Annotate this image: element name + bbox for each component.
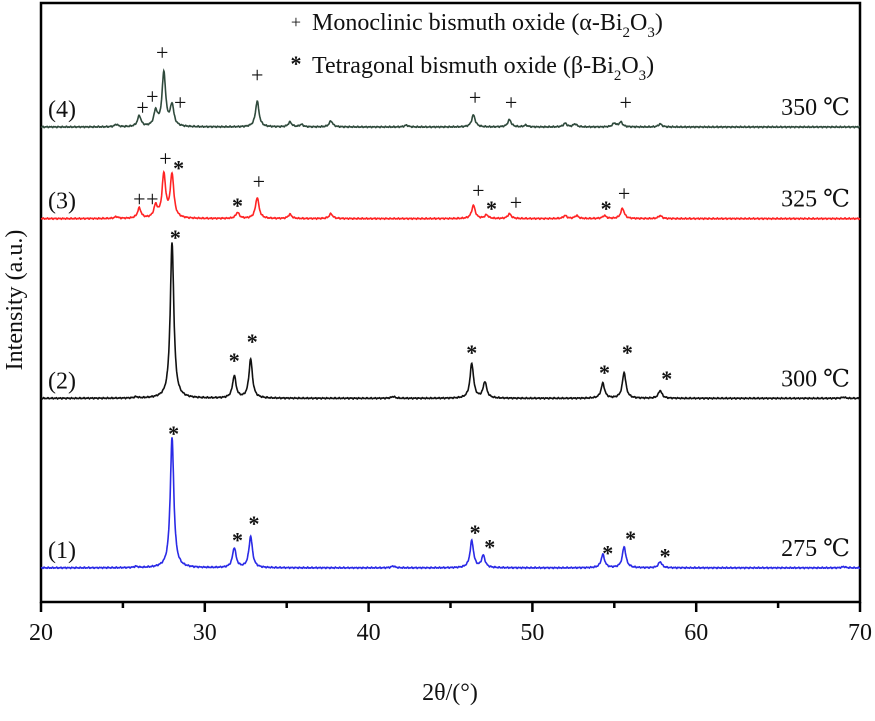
temperature-label: 300 ℃ (781, 366, 850, 392)
series-line (40, 437, 861, 570)
legend-entry: Monoclinic bismuth oxide (α-Bi2O3) (312, 10, 663, 41)
plot-frame (39, 1, 862, 604)
monoclinic-marker: + (469, 85, 481, 110)
x-tick-label: 40 (357, 620, 381, 646)
x-tick-label: 70 (848, 620, 872, 646)
tetragonal-marker: * (601, 196, 612, 221)
tetragonal-marker: * (660, 543, 671, 568)
monoclinic-marker: + (156, 40, 168, 65)
series-line (40, 68, 861, 129)
monoclinic-marker: + (174, 90, 186, 115)
tetragonal-marker: * (170, 225, 181, 250)
monoclinic-marker: + (620, 90, 632, 115)
series-label: (1) (48, 538, 76, 564)
legend-plus-symbol: + (291, 12, 301, 32)
x-tick-label: 60 (684, 620, 708, 646)
temperature-label: 325 ℃ (781, 187, 850, 213)
legend: + Monoclinic bismuth oxide (α-Bi2O3) * Tetr… (291, 10, 663, 84)
monoclinic-marker: + (510, 190, 522, 215)
x-tick-label: 20 (29, 620, 53, 646)
tetragonal-marker: * (168, 421, 179, 446)
tetragonal-marker: * (466, 340, 477, 365)
monoclinic-marker: + (472, 178, 484, 203)
series-line (40, 170, 861, 221)
tetragonal-marker: * (625, 526, 636, 551)
legend-entry: Tetragonal bismuth oxide (β-Bi2O3) (312, 53, 654, 84)
monoclinic-marker: + (146, 186, 158, 211)
tetragonal-marker: * (229, 348, 240, 373)
tetragonal-marker: * (248, 511, 259, 536)
series-2: (2) 300 ℃ * * * * * * * (40, 225, 861, 401)
monoclinic-marker: + (253, 169, 265, 194)
series-label: (4) (48, 97, 76, 123)
tetragonal-marker: * (470, 520, 481, 545)
x-tick-label: 50 (520, 620, 544, 646)
tetragonal-marker: * (599, 360, 610, 385)
tetragonal-marker: * (232, 528, 243, 553)
y-axis-label: Intensity (a.u.) (2, 230, 28, 371)
x-axis-label: 2θ/(°) (422, 680, 478, 706)
tetragonal-marker: * (484, 534, 495, 559)
temperature-label: 350 ℃ (781, 95, 850, 121)
series-line (40, 242, 861, 401)
tetragonal-marker: * (661, 366, 672, 391)
series-1: (1) 275 ℃*** ** *** (40, 421, 861, 570)
x-tick-label: 30 (193, 620, 217, 646)
monoclinic-marker: + (618, 181, 630, 206)
series-label: (2) (48, 368, 76, 394)
monoclinic-marker: + (136, 95, 148, 120)
series-3: (3) 325 ℃+ *+ + *+ +* + *+ (40, 146, 861, 221)
monoclinic-marker: + (146, 84, 158, 109)
monoclinic-marker: + (251, 62, 263, 87)
series-4: (4) 350 ℃+++ +++ + + (40, 40, 861, 129)
series-label: (3) (48, 189, 76, 215)
monoclinic-marker: + (159, 146, 171, 171)
tetragonal-marker: * (232, 193, 243, 218)
monoclinic-marker: + (505, 90, 517, 115)
legend-star-symbol: * (291, 51, 302, 76)
tetragonal-marker: * (247, 329, 258, 354)
tetragonal-marker: * (622, 340, 633, 365)
tetragonal-marker: * (486, 196, 497, 221)
temperature-label: 275 ℃ (781, 536, 850, 562)
monoclinic-marker: + (133, 186, 145, 211)
tetragonal-marker: * (602, 540, 613, 565)
tetragonal-marker: * (173, 156, 184, 181)
